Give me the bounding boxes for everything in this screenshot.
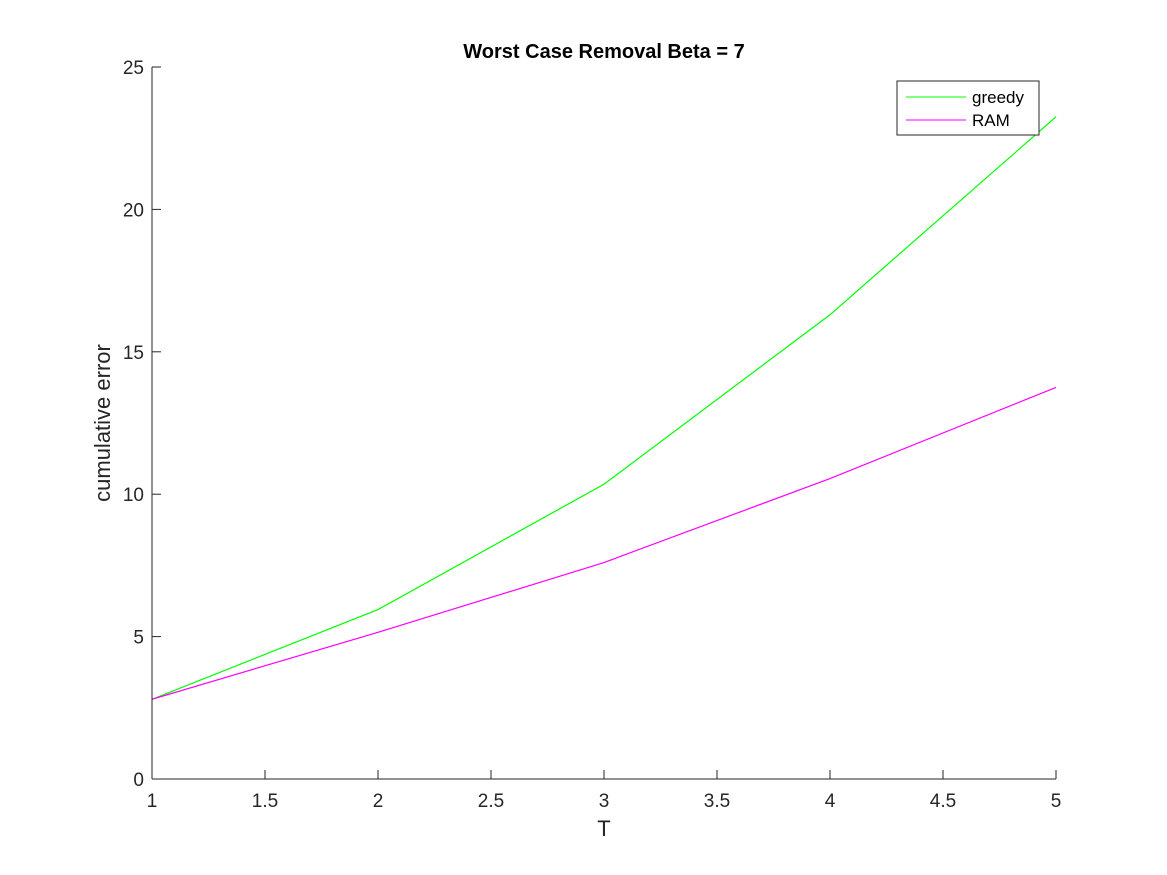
x-tick-label: 5 — [1051, 791, 1062, 812]
x-ticks: 1 1.5 2 2.5 3 3.5 4 4.5 5 — [147, 770, 1062, 812]
legend-label-greedy: greedy — [972, 88, 1024, 107]
axes — [151, 67, 1056, 780]
series-line-greedy — [151, 116, 1057, 700]
x-tick-label: 4 — [825, 791, 836, 812]
y-tick-label: 15 — [123, 343, 144, 364]
y-tick-label: 20 — [123, 200, 144, 221]
y-tick-label: 0 — [133, 770, 144, 791]
legend-label-ram: RAM — [972, 111, 1010, 130]
legend-box — [896, 80, 1040, 136]
x-tick-label: 1 — [147, 791, 158, 812]
y-tick-label: 5 — [133, 628, 144, 649]
x-tick-label: 3.5 — [704, 791, 730, 812]
y-tick-label: 10 — [123, 485, 144, 506]
x-tick-label: 3 — [599, 791, 610, 812]
legend: greedy RAM — [896, 80, 1040, 136]
x-tick-label: 2 — [373, 791, 384, 812]
y-axis-title: cumulative error — [90, 344, 115, 502]
x-tick-label: 1.5 — [252, 791, 278, 812]
plot-lines — [151, 116, 1057, 700]
y-tick-label: 25 — [123, 58, 144, 79]
x-tick-label: 2.5 — [478, 791, 504, 812]
x-tick-label: 4.5 — [930, 791, 956, 812]
chart-title: Worst Case Removal Beta = 7 — [463, 41, 744, 63]
x-axis-title: T — [597, 816, 610, 841]
y-ticks: 0 5 10 15 20 25 — [123, 58, 161, 791]
series-line-ram — [151, 386, 1057, 700]
